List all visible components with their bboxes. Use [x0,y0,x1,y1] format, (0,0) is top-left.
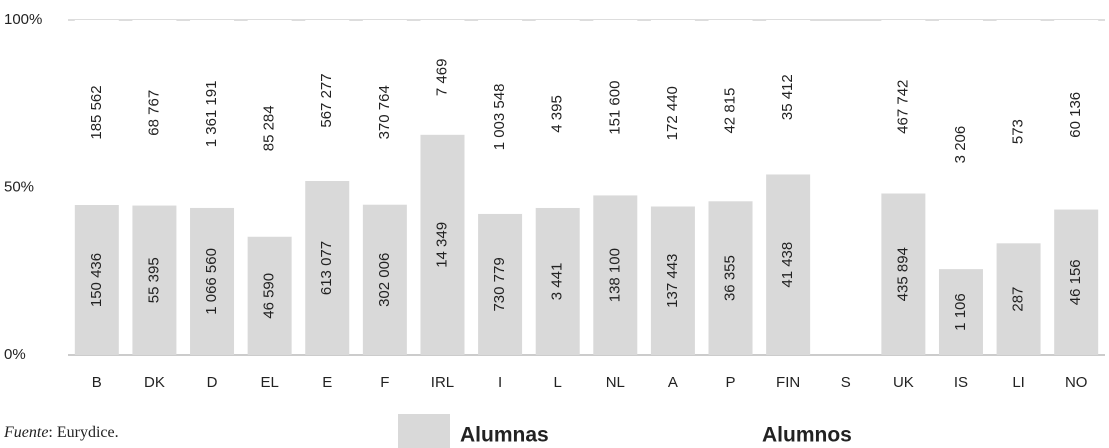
x-tick-label: NO [1065,374,1088,391]
value-label: 1 361 191 [203,81,220,148]
value-label: 3 441 [549,263,566,301]
bar-segment [881,193,926,355]
bar-segment [132,20,177,206]
x-tick-label: IRL [431,374,454,391]
x-tick-label: UK [893,374,914,391]
bar-segment [938,269,983,355]
bar-segment [881,20,926,194]
x-tick-label: B [92,374,102,391]
bar-segment [305,20,350,182]
value-label: 1 066 560 [203,248,220,315]
value-label: 730 779 [491,257,508,311]
legend-swatch [700,414,752,448]
value-label: 1 003 548 [491,84,508,151]
value-label: 41 438 [779,242,796,288]
bar-segment [535,20,580,208]
x-tick-label: I [498,374,502,391]
bar-segment [190,207,235,355]
bar-segment [593,195,638,355]
value-label: 138 100 [606,248,623,302]
x-tick-label: D [207,374,218,391]
bar-segment [362,20,407,205]
value-label: 302 006 [376,253,393,307]
value-label: 151 600 [606,81,623,135]
value-label: 4 395 [549,95,566,133]
source-text: : Eurydice. [48,424,118,441]
source-label: Fuente [3,424,48,441]
value-label: 3 206 [952,126,969,164]
value-label: 68 767 [145,90,162,136]
value-label: 287 [1010,287,1027,312]
value-label: 42 815 [721,88,738,134]
value-label: 567 277 [318,73,335,127]
bar-segment [74,20,119,206]
x-tick-label: S [841,374,851,391]
legend-label: Alumnas [460,424,549,447]
x-tick-label: IS [954,374,968,391]
value-label: 370 764 [376,85,393,139]
value-label: 7 469 [433,59,450,97]
bar-segment [593,20,638,196]
value-label: 85 284 [261,105,278,151]
x-tick-label: P [726,374,736,391]
bar-segment [1054,20,1099,210]
bar-segment [132,205,177,355]
legend-swatch [398,414,450,448]
value-label: 1 106 [952,293,969,331]
value-label: 185 562 [88,85,105,139]
bar-segment [938,20,983,270]
value-label: 35 412 [779,74,796,120]
value-label: 36 355 [721,255,738,301]
bar-segment [420,134,465,355]
bar-segment [766,20,811,175]
value-label: 613 077 [318,241,335,295]
x-tick-label: A [668,374,678,391]
y-tick-label: 50% [4,178,34,195]
x-tick-label: DK [144,374,165,391]
bar-segment [362,204,407,355]
value-label: 60 136 [1067,92,1084,138]
bar-segment [305,181,350,355]
value-label: 46 590 [261,273,278,319]
x-tick-label: L [554,374,562,391]
bar-segment [420,20,465,135]
value-label: 435 894 [894,247,911,301]
source: Fuente: Eurydice. [3,424,119,441]
bar-segment [535,207,580,355]
bar-segment [478,213,523,355]
bar-segment [708,201,753,355]
y-tick-label: 0% [4,346,26,363]
y-tick-label: 100% [4,11,42,28]
value-label: 172 440 [664,86,681,140]
x-tick-label: NL [606,374,625,391]
bar-segment [190,20,235,208]
bar-segment [708,20,753,202]
x-tick-label: EL [260,374,278,391]
x-tick-label: FIN [776,374,800,391]
x-tick-label: F [380,374,389,391]
value-label: 137 443 [664,254,681,308]
value-label: 467 742 [894,80,911,134]
bar-segment [74,205,119,355]
bar-segment [766,174,811,355]
bar-segment [650,206,695,355]
x-tick-label: LI [1012,374,1025,391]
bar-segment [996,243,1041,355]
value-label: 573 [1010,119,1027,144]
legend-label: Alumnos [762,424,852,447]
bar-segment [996,20,1041,244]
value-label: 150 436 [88,253,105,307]
bar-segment [247,236,292,355]
value-label: 46 156 [1067,259,1084,305]
value-label: 14 349 [433,222,450,268]
bar-segment [247,20,292,237]
bar-segment [478,20,523,214]
x-tick-label: E [322,374,332,391]
value-label: 55 395 [145,257,162,303]
bar-segment [650,20,695,207]
bar-segment [1054,209,1099,355]
